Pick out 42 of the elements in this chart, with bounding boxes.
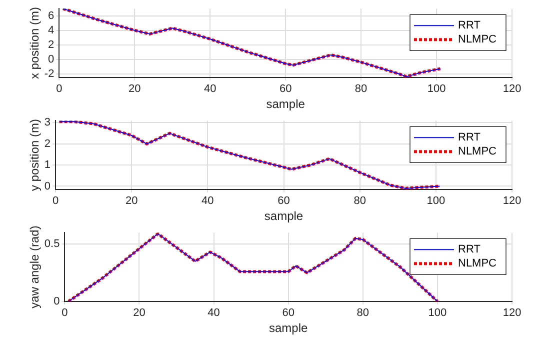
y-tick-label: 2 xyxy=(48,38,54,51)
x-tick-label: 120 xyxy=(502,307,522,320)
x-tick-label: 120 xyxy=(502,83,522,96)
y-axis-title: x position (m) xyxy=(28,6,42,80)
y-tick-label: 0.5 xyxy=(44,238,60,250)
legend-label: NLMPC xyxy=(458,258,497,270)
x-tick-label: 0 xyxy=(62,307,68,320)
x-tick-label: 40 xyxy=(204,83,216,96)
x-tick-label: 80 xyxy=(354,195,366,208)
x-tick-label: 100 xyxy=(427,83,446,96)
y-tick-label: 4 xyxy=(48,24,54,36)
x-tick-label: 60 xyxy=(278,195,290,208)
x-tick-label: 20 xyxy=(128,83,141,96)
legend-label: RRT xyxy=(458,244,481,256)
x-axis-title: sample xyxy=(264,209,304,224)
y-tick-label: 2 xyxy=(44,138,51,150)
x-tick-label: 60 xyxy=(282,307,294,320)
x-axis-title: sample xyxy=(269,321,308,336)
x-tick-label: 100 xyxy=(426,195,446,208)
y-tick-label: 1 xyxy=(44,159,51,172)
legend-label: RRT xyxy=(458,20,481,32)
y-tick-label: 0 xyxy=(54,295,60,308)
x-tick-label: 80 xyxy=(356,307,370,320)
legend-label: RRT xyxy=(458,132,481,144)
x-tick-label: 20 xyxy=(133,307,146,320)
y-tick-label: 0 xyxy=(44,180,51,192)
y-tick-label: 6 xyxy=(48,10,54,22)
y-axis-title: yaw angle (rad) xyxy=(28,226,42,308)
y-tick-label: -2 xyxy=(44,68,54,80)
y-axis-title: y position (m) xyxy=(28,118,42,192)
x-tick-label: 40 xyxy=(208,307,220,320)
x-tick-label: 40 xyxy=(202,195,214,208)
legend-label: NLMPC xyxy=(458,34,497,46)
x-tick-label: 60 xyxy=(279,83,292,96)
x-tick-label: 100 xyxy=(428,307,447,320)
x-tick-label: 120 xyxy=(502,195,522,208)
x-axis-title: sample xyxy=(266,97,306,112)
y-tick-label: 0 xyxy=(48,53,54,66)
legend-label: NLMPC xyxy=(458,146,497,158)
x-tick-label: 20 xyxy=(125,195,138,208)
y-tick-label: 3 xyxy=(44,116,51,129)
x-tick-label: 80 xyxy=(354,83,368,96)
